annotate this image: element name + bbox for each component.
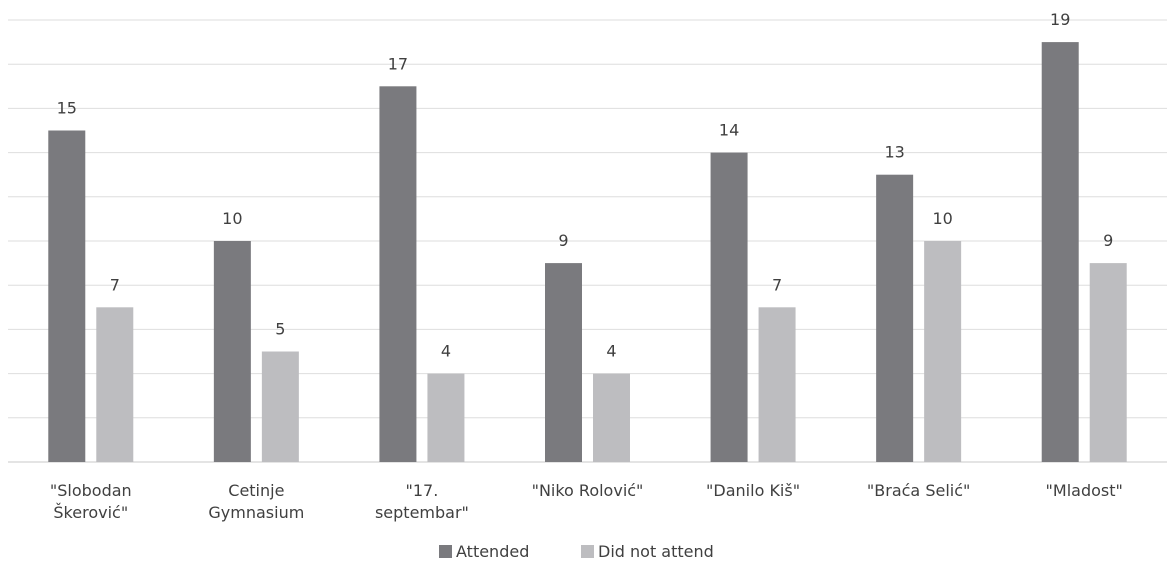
category-tick-label: "Slobodan: [50, 481, 132, 500]
data-label: 17: [388, 54, 408, 73]
category-tick-label: "Mladost": [1046, 481, 1123, 500]
category-tick-label: "Niko Rolović": [532, 481, 644, 500]
category-tick-label: septembar": [375, 503, 469, 522]
bar-did-not-attend: [427, 373, 465, 462]
bar-did-not-attend: [1089, 263, 1127, 462]
legend: Attended Did not attend: [439, 542, 714, 561]
data-label: 10: [932, 209, 952, 228]
bar-did-not-attend: [96, 307, 134, 462]
bar-did-not-attend: [593, 373, 630, 462]
bar-attended: [545, 263, 582, 462]
category-tick-label: "Braća Selić": [867, 481, 970, 500]
category-tick-label: "17.: [406, 481, 439, 500]
bar-attended: [876, 174, 914, 462]
data-label: 9: [1103, 231, 1113, 250]
category-tick-label: Cetinje: [228, 481, 284, 500]
legend-swatch-attended: [439, 545, 452, 558]
gridlines: [8, 19, 1167, 463]
category-tick-label: Gymnasium: [208, 503, 304, 522]
legend-label: Attended: [456, 542, 529, 561]
bars: [48, 42, 1127, 463]
data-label: 7: [772, 275, 782, 294]
data-label: 5: [275, 320, 285, 339]
bar-did-not-attend: [758, 307, 796, 462]
legend-swatch-did-not-attend: [581, 545, 594, 558]
bar-did-not-attend: [924, 241, 962, 462]
data-label: 19: [1050, 10, 1070, 29]
bar-attended: [710, 152, 748, 462]
category-tick-label: Škerović": [53, 503, 128, 522]
data-label: 14: [719, 121, 739, 140]
bar-did-not-attend: [261, 351, 299, 462]
data-label: 7: [110, 275, 120, 294]
data-label: 15: [57, 99, 77, 118]
category-labels: "Slobodan Škerović" Cetinje Gymnasium "17. se…: [50, 481, 1123, 522]
bar-attended: [213, 241, 251, 462]
data-label: 4: [441, 342, 451, 361]
category-tick-label: "Danilo Kiš": [706, 481, 800, 500]
bar-attended: [379, 86, 417, 463]
data-label: 4: [606, 342, 616, 361]
legend-label: Did not attend: [598, 542, 714, 561]
data-label: 9: [558, 231, 568, 250]
bar-attended: [1041, 42, 1079, 462]
value-labels: 15 7 10 5 17 4 9 4 14 7 13 10 19 9: [57, 10, 1114, 361]
data-label: 13: [884, 143, 904, 162]
bar-attended: [48, 130, 86, 462]
data-label: 10: [222, 209, 242, 228]
